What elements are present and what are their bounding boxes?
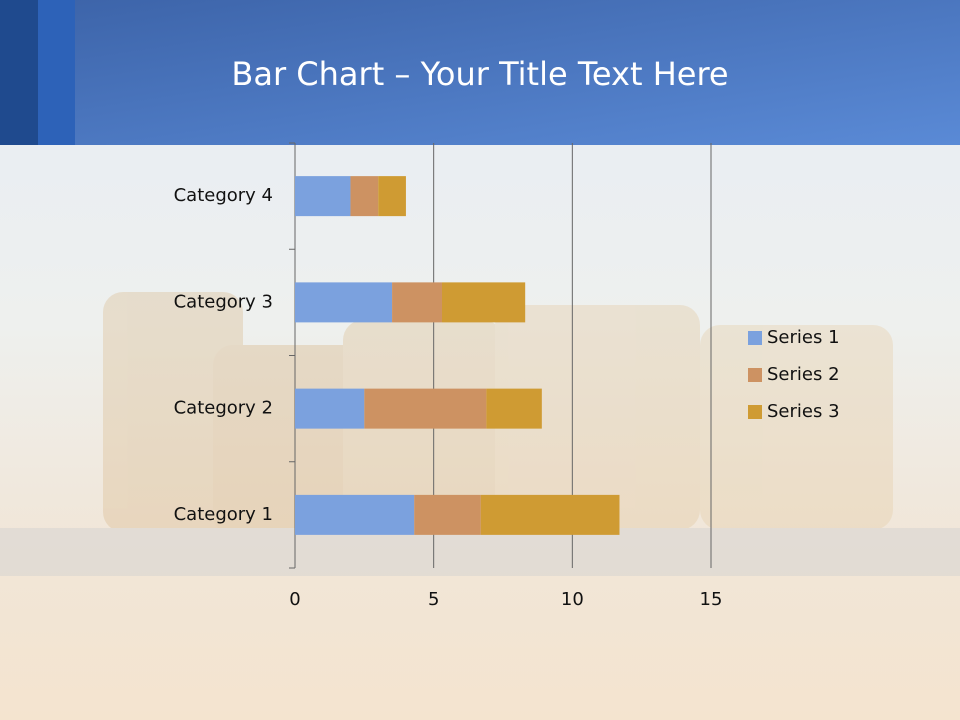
header-strip <box>0 0 38 145</box>
x-tick-label: 0 <box>289 589 300 610</box>
x-tick-label: 5 <box>428 589 439 610</box>
bar-segment <box>414 494 481 535</box>
bar-segment <box>486 388 542 429</box>
bar-segment <box>441 282 526 323</box>
y-tick-label: Category 3 <box>174 291 273 312</box>
x-tick-label: 10 <box>561 589 584 610</box>
legend-swatch <box>748 405 762 419</box>
header-band <box>0 0 960 145</box>
bar-segment <box>364 388 487 429</box>
x-tick-label: 15 <box>700 589 723 610</box>
y-tick-label: Category 1 <box>174 504 273 525</box>
legend-swatch <box>748 368 762 382</box>
bar-segment <box>350 176 379 217</box>
header-strip <box>38 0 75 145</box>
chart-title: Bar Chart – Your Title Text Here <box>231 55 728 93</box>
legend-label: Series 2 <box>767 364 840 385</box>
legend-swatch <box>748 331 762 345</box>
legend-label: Series 3 <box>767 401 840 422</box>
bar-segment <box>392 282 442 323</box>
bar-segment <box>480 494 620 535</box>
bar-segment <box>295 176 351 217</box>
y-tick-label: Category 2 <box>174 398 273 419</box>
legend-label: Series 1 <box>767 327 840 348</box>
bar-segment <box>378 176 406 217</box>
bar-segment <box>295 494 415 535</box>
bar-segment <box>295 282 393 323</box>
y-tick-label: Category 4 <box>174 185 273 206</box>
plot: 0 5 10 15 Category 1 Category 2 Category 3 Cate… <box>174 142 840 610</box>
bar-segment <box>295 388 365 429</box>
